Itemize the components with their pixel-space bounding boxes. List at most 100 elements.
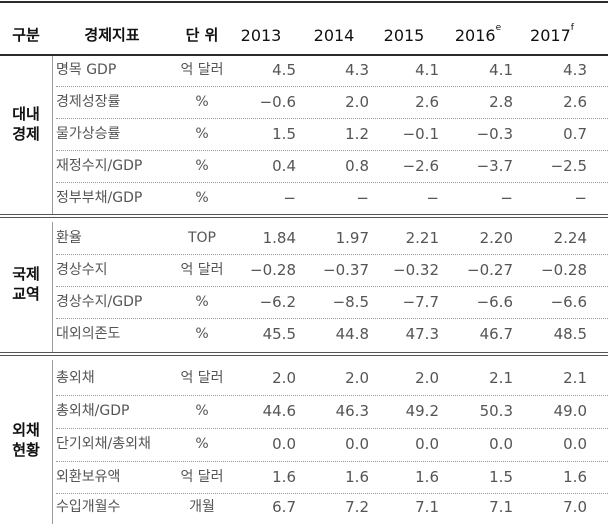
- value-cell: −6.6: [550, 293, 587, 311]
- row-divider: [56, 118, 608, 119]
- row-divider: [56, 150, 608, 151]
- table-row: 외환보유액 억 달러 1.6 1.6 1.6 1.5 1.6: [0, 461, 608, 494]
- value-cell: 2.8: [489, 93, 513, 111]
- header-year: 2016e: [454, 23, 502, 45]
- value-cell: 2.0: [272, 369, 296, 387]
- header-indicator: 경제지표: [84, 26, 140, 44]
- value-cell: 7.1: [489, 498, 513, 516]
- value-cell: 1.2: [345, 125, 369, 143]
- value-cell: 2.0: [415, 369, 439, 387]
- value-cell: 2.0: [345, 369, 369, 387]
- table-row: 총외채/GDP % 44.6 46.3 49.2 50.3 49.0: [0, 395, 608, 428]
- value-cell: −6.6: [476, 293, 513, 311]
- value-cell: 0.4: [272, 157, 296, 175]
- table-row: 환율 TOP 1.84 1.97 2.21 2.20 2.24: [0, 222, 608, 255]
- value-cell: 2.1: [563, 369, 587, 387]
- indicator-name: 물가상승률: [56, 126, 121, 142]
- value-cell: 1.5: [489, 468, 513, 486]
- table-row: 총외채 억 달러 2.0 2.0 2.0 2.1 2.1: [0, 362, 608, 395]
- value-cell: −0.1: [402, 125, 439, 143]
- group-divider: [52, 56, 53, 214]
- indicator-unit: %: [195, 158, 209, 174]
- indicator-name: 경상수지/GDP: [56, 294, 143, 310]
- value-cell: −0.37: [323, 261, 369, 279]
- row-divider: [56, 254, 608, 255]
- header-year: 2013: [240, 26, 282, 45]
- indicator-unit: 억 달러: [180, 62, 224, 78]
- table-row: 경상수지/GDP % −6.2 −8.5 −7.7 −6.6 −6.6: [0, 286, 608, 319]
- indicator-name: 명목 GDP: [56, 62, 117, 78]
- indicator-unit: 억 달러: [180, 370, 224, 386]
- value-cell: 50.3: [479, 402, 513, 420]
- value-cell: 2.24: [553, 229, 587, 247]
- table-row: 경제성장률 % −0.6 2.0 2.6 2.8 2.6: [0, 86, 608, 119]
- table-row: 명목 GDP 억 달러 4.5 4.3 4.1 4.1 4.3: [0, 54, 608, 87]
- value-cell: 1.6: [415, 468, 439, 486]
- value-cell: 0.8: [345, 157, 369, 175]
- indicator-unit: 억 달러: [180, 469, 224, 485]
- row-divider: [56, 428, 608, 429]
- value-cell: −2.6: [402, 157, 439, 175]
- indicator-name: 경상수지: [56, 262, 108, 278]
- table-row: 수입개월수 개월 6.7 7.2 7.1 7.1 7.0: [0, 491, 608, 524]
- header-unit: 단 위: [185, 26, 219, 44]
- indicator-name: 총외채/GDP: [56, 403, 130, 419]
- table-row: 대외의존도 % 45.5 44.8 47.3 46.7 48.5: [0, 318, 608, 351]
- indicator-name: 재정수지/GDP: [56, 158, 143, 174]
- value-cell: 46.7: [479, 325, 513, 343]
- header-year: 2015: [383, 26, 425, 45]
- group-separator: [0, 214, 608, 218]
- group-label-external-debt: 외채 현황: [12, 421, 40, 459]
- value-cell: 47.3: [405, 325, 439, 343]
- value-cell: −6.2: [259, 293, 296, 311]
- value-cell: 1.97: [335, 229, 369, 247]
- header-year: 2017f: [530, 23, 574, 45]
- value-cell: −0.28: [541, 261, 587, 279]
- indicator-name: 단기외채/총외채: [56, 436, 151, 452]
- value-cell: 1.6: [345, 468, 369, 486]
- value-cell: 1.6: [563, 468, 587, 486]
- indicator-name: 환율: [56, 230, 82, 246]
- row-divider: [56, 286, 608, 287]
- value-cell: −: [283, 189, 296, 207]
- value-cell: 0.0: [345, 435, 369, 453]
- value-cell: 4.3: [563, 61, 587, 79]
- group-label-domestic: 대내 경제: [12, 105, 40, 143]
- value-cell: −: [356, 189, 369, 207]
- value-cell: 4.1: [489, 61, 513, 79]
- header-gubun: 구분: [12, 26, 40, 44]
- indicator-unit: %: [195, 436, 209, 452]
- indicator-unit: %: [195, 94, 209, 110]
- value-cell: 44.6: [262, 402, 296, 420]
- value-cell: −0.6: [259, 93, 296, 111]
- value-cell: 2.0: [345, 93, 369, 111]
- indicator-unit: %: [195, 326, 209, 342]
- value-cell: 1.5: [272, 125, 296, 143]
- value-cell: −: [426, 189, 439, 207]
- value-cell: −0.27: [467, 261, 513, 279]
- value-cell: 49.0: [553, 402, 587, 420]
- indicator-name: 총외채: [56, 370, 95, 386]
- value-cell: 49.2: [405, 402, 439, 420]
- value-cell: 45.5: [262, 325, 296, 343]
- value-cell: 44.8: [335, 325, 369, 343]
- row-divider: [56, 86, 608, 87]
- value-cell: −7.7: [402, 293, 439, 311]
- value-cell: −: [500, 189, 513, 207]
- indicator-name: 외환보유액: [56, 469, 121, 485]
- indicator-name: 정부부채/GDP: [56, 190, 143, 206]
- value-cell: 2.6: [563, 93, 587, 111]
- row-divider: [56, 493, 608, 494]
- indicator-name: 대외의존도: [56, 326, 121, 342]
- table-row: 물가상승률 % 1.5 1.2 −0.1 −0.3 0.7: [0, 118, 608, 151]
- value-cell: 0.0: [272, 435, 296, 453]
- header-bottom-rule: [0, 54, 608, 56]
- indicator-unit: 억 달러: [180, 262, 224, 278]
- value-cell: −0.3: [476, 125, 513, 143]
- group-label-trade: 국제 교역: [12, 265, 40, 303]
- value-cell: 1.84: [262, 229, 296, 247]
- group-separator: [0, 352, 608, 356]
- row-divider: [56, 461, 608, 462]
- value-cell: 2.6: [415, 93, 439, 111]
